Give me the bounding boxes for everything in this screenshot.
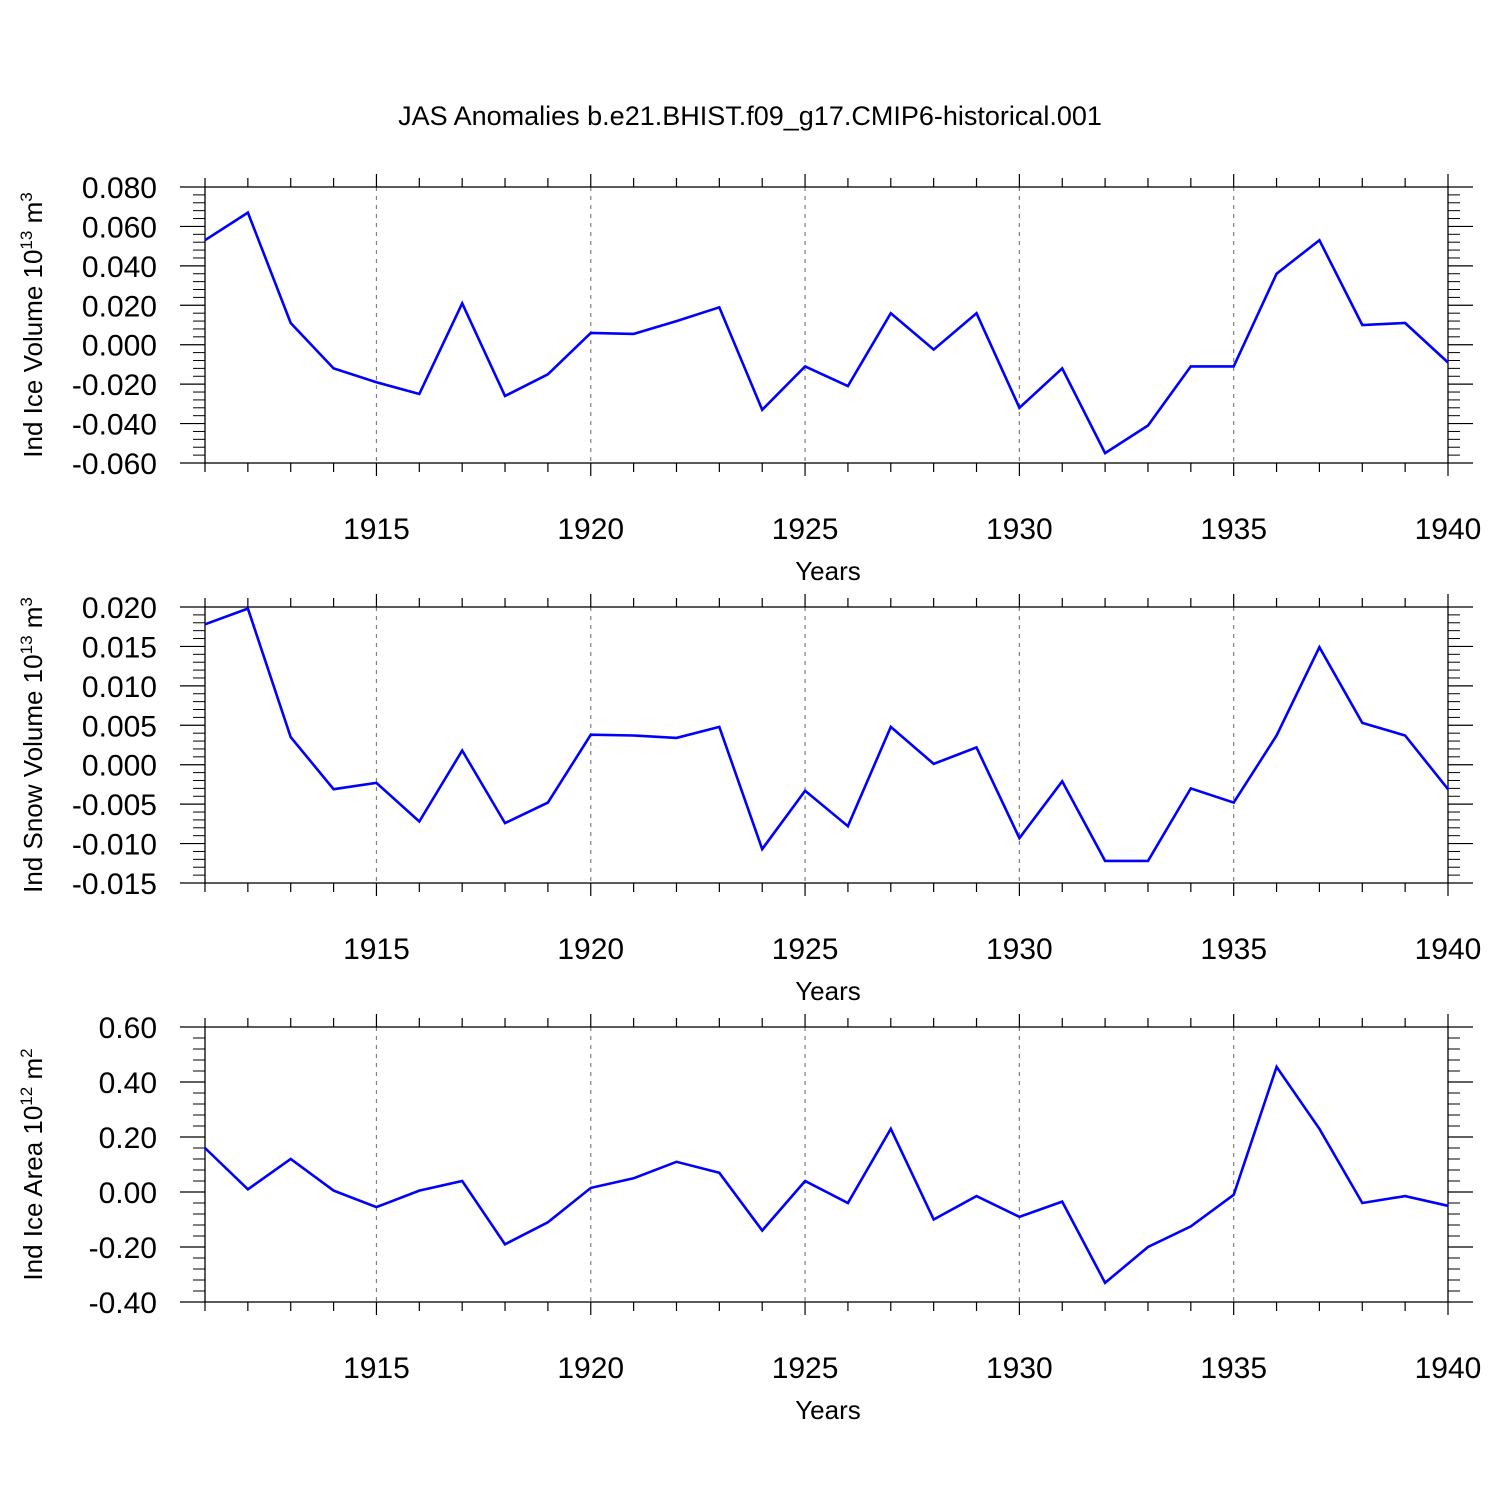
y-tick-label: 0.00 <box>99 1177 157 1210</box>
x-axis-label: Years <box>795 976 861 1006</box>
y-tick-label: 0.20 <box>99 1122 157 1155</box>
y-tick-label: 0.010 <box>82 671 157 704</box>
x-tick-label: 1930 <box>986 513 1053 546</box>
y-axis-label: Ind Ice Area 1012 m2 <box>17 1048 48 1280</box>
y-tick-label: 0.060 <box>82 211 157 244</box>
x-tick-label: 1915 <box>343 513 410 546</box>
y-tick-label: -0.020 <box>72 369 157 402</box>
y-tick-label: 0.005 <box>82 710 157 743</box>
x-tick-label: 1925 <box>772 933 839 966</box>
x-tick-label: 1940 <box>1415 1352 1482 1385</box>
y-tick-label: -0.20 <box>89 1232 157 1265</box>
y-tick-label: -0.060 <box>72 448 157 481</box>
y-tick-label: -0.010 <box>72 829 157 862</box>
figure-title: JAS Anomalies b.e21.BHIST.f09_g17.CMIP6-… <box>398 101 1102 131</box>
chart-panel-1: -0.060 -0.040 -0.020 0.000 0.020 0.040 0.060 0.… <box>17 172 1481 586</box>
chart-panel-2: -0.015 -0.010 -0.005 0.000 0.005 0.010 0.015 0.… <box>17 592 1481 1006</box>
y-tick-label: 0.40 <box>99 1067 157 1100</box>
y-tick-label: 0.040 <box>82 251 157 284</box>
x-tick-label: 1940 <box>1415 933 1482 966</box>
x-tick-label: 1935 <box>1200 513 1267 546</box>
y-tick-label: 0.080 <box>82 172 157 205</box>
plot-frame <box>204 186 1449 464</box>
y-tick-label: 0.020 <box>82 592 157 625</box>
x-tick-label: 1920 <box>557 513 624 546</box>
y-tick-label: 0.60 <box>99 1012 157 1045</box>
plot-frame <box>204 606 1449 884</box>
y-tick-label: -0.40 <box>89 1287 157 1320</box>
chart-panels: -0.060 -0.040 -0.020 0.000 0.020 0.040 0.060 0.… <box>17 172 1481 1425</box>
y-tick-label: 0.000 <box>82 750 157 783</box>
x-tick-label: 1920 <box>557 1352 624 1385</box>
y-tick-label: -0.005 <box>72 789 157 822</box>
x-tick-label: 1930 <box>986 933 1053 966</box>
y-tick-label: 0.020 <box>82 290 157 323</box>
y-tick-label: 0.015 <box>82 631 157 664</box>
x-tick-label: 1935 <box>1200 933 1267 966</box>
x-tick-label: 1940 <box>1415 513 1482 546</box>
x-axis-label: Years <box>795 1395 861 1425</box>
y-tick-label: -0.040 <box>72 409 157 442</box>
y-tick-label: -0.015 <box>72 868 157 901</box>
y-tick-label: 0.000 <box>82 330 157 363</box>
x-tick-label: 1935 <box>1200 1352 1267 1385</box>
x-tick-label: 1920 <box>557 933 624 966</box>
series-line <box>204 210 1449 455</box>
series-line <box>204 1064 1449 1285</box>
y-axis-label: Ind Snow Volume 1013 m3 <box>17 597 48 893</box>
series-line <box>204 606 1450 863</box>
y-axis-label: Ind Ice Volume 1013 m3 <box>17 192 48 457</box>
x-axis-label: Years <box>795 556 861 586</box>
x-tick-label: 1915 <box>343 933 410 966</box>
x-tick-label: 1930 <box>986 1352 1053 1385</box>
plot-frame <box>204 1026 1449 1303</box>
x-tick-label: 1925 <box>772 513 839 546</box>
x-tick-label: 1915 <box>343 1352 410 1385</box>
x-tick-label: 1925 <box>772 1352 839 1385</box>
chart-panel-3: -0.40 -0.20 0.00 0.20 0.40 0.60 1915 1920 1925 19… <box>17 1012 1481 1425</box>
